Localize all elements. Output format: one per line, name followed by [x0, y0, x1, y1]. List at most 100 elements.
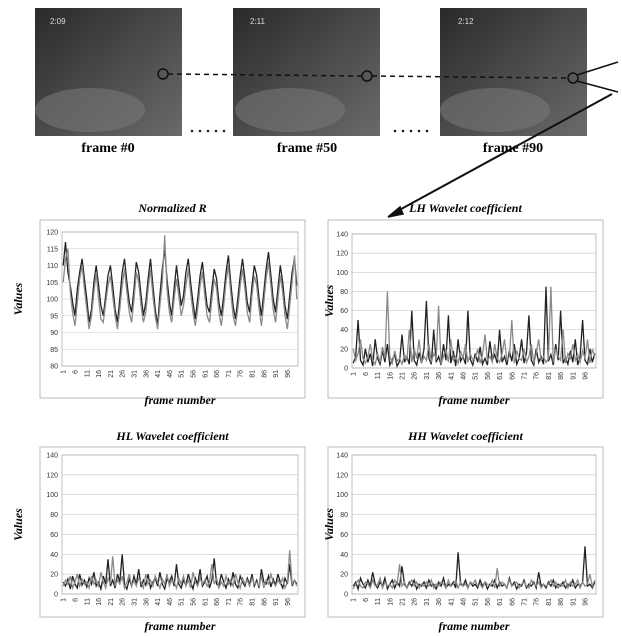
x-tick-label: 56	[190, 370, 197, 378]
chart-frame	[39, 219, 306, 399]
plot-area	[61, 454, 299, 595]
x-tick-label: 81	[249, 598, 256, 606]
y-tick-label: 20	[50, 572, 58, 579]
x-tick-label: 26	[412, 598, 419, 606]
y-tick-label: 80	[50, 512, 58, 519]
frame-label: frame #50	[277, 141, 337, 156]
y-tick-label: 60	[50, 532, 58, 539]
chart-frame	[327, 219, 604, 399]
arrow-head	[387, 205, 405, 218]
y-tick-label: 90	[50, 330, 58, 337]
x-tick-label: 36	[143, 598, 150, 606]
series-line	[352, 564, 596, 591]
series-line	[62, 550, 298, 591]
y-tick-label: 120	[336, 251, 348, 258]
x-tick-label: 91	[570, 598, 577, 606]
y-tick-label: 80	[50, 364, 58, 371]
x-tick-label: 91	[273, 598, 280, 606]
x-tick-label: 96	[583, 372, 590, 380]
link	[576, 80, 619, 93]
chart-frame	[39, 446, 306, 618]
chart-frame	[327, 446, 604, 618]
x-tick-label: 61	[497, 598, 504, 606]
frames: 2:09 2:11 2:12 frame #0 frame #50 frame …	[35, 8, 619, 218]
y-tick-label: 80	[340, 512, 348, 519]
x-tick-label: 76	[238, 370, 245, 378]
x-tick-label: 96	[583, 598, 590, 606]
chart-title: Normalized R	[137, 201, 206, 215]
x-tick-label: 41	[448, 372, 455, 380]
y-tick-label: 100	[46, 297, 58, 304]
y-tick-label: 20	[340, 572, 348, 579]
x-tick-label: 21	[108, 598, 115, 606]
x-tick-label: 46	[167, 370, 174, 378]
x-tick-label: 21	[400, 598, 407, 606]
x-tick-label: 21	[400, 372, 407, 380]
y-tick-label: 85	[50, 347, 58, 354]
x-axis-label: frame number	[438, 393, 509, 407]
x-tick-label: 11	[84, 370, 91, 377]
y-tick-label: 0	[344, 592, 348, 599]
x-tick-label: 11	[375, 372, 382, 379]
x-tick-label: 71	[522, 598, 529, 606]
y-tick-label: 60	[340, 308, 348, 315]
x-tick-label: 6	[363, 598, 370, 602]
y-tick-label: 100	[46, 492, 58, 499]
x-tick-label: 91	[570, 372, 577, 380]
x-tick-label: 56	[485, 372, 492, 380]
series-line	[352, 286, 596, 367]
y-tick-label: 60	[340, 532, 348, 539]
x-tick-label: 31	[424, 372, 431, 380]
x-tick-label: 66	[509, 372, 516, 380]
scene-detail	[440, 88, 550, 132]
scene-detail	[35, 88, 145, 132]
y-tick-label: 105	[46, 280, 58, 287]
x-tick-label: 96	[285, 598, 292, 606]
x-tick-label: 66	[214, 598, 221, 606]
y-tick-label: 0	[54, 592, 58, 599]
x-tick-label: 71	[226, 598, 233, 606]
x-tick-label: 36	[436, 598, 443, 606]
x-tick-label: 41	[155, 370, 162, 378]
y-tick-label: 100	[336, 270, 348, 277]
x-tick-label: 31	[424, 598, 431, 606]
x-tick-label: 31	[131, 370, 138, 378]
x-axis-label: frame number	[144, 619, 215, 633]
x-tick-label: 26	[120, 598, 127, 606]
plot-area	[351, 454, 597, 595]
chart-title: LH Wavelet coefficient	[408, 201, 522, 215]
y-tick-label: 120	[336, 472, 348, 479]
x-tick-label: 11	[375, 598, 382, 605]
y-axis-label: Values	[11, 282, 25, 315]
link	[576, 61, 619, 76]
x-tick-label: 1	[61, 370, 68, 374]
y-tick-label: 140	[336, 232, 348, 239]
plot-area	[61, 231, 299, 367]
x-tick-label: 56	[190, 598, 197, 606]
x-tick-label: 81	[546, 598, 553, 606]
timestamp: 2:12	[458, 17, 474, 26]
x-tick-label: 71	[226, 370, 233, 378]
x-tick-label: 71	[522, 372, 529, 380]
x-tick-label: 26	[120, 370, 127, 378]
y-tick-label: 140	[46, 453, 58, 460]
x-tick-label: 51	[473, 598, 480, 606]
y-tick-label: 110	[47, 263, 58, 270]
y-tick-label: 120	[46, 472, 58, 479]
x-tick-label: 26	[412, 372, 419, 380]
x-tick-label: 96	[285, 370, 292, 378]
dashed-link	[371, 75, 569, 79]
frame-label: frame #90	[483, 141, 543, 156]
x-axis-label: frame number	[144, 393, 215, 407]
x-tick-label: 46	[167, 598, 174, 606]
x-tick-label: 1	[351, 372, 358, 376]
x-tick-label: 16	[387, 372, 394, 380]
y-tick-label: 140	[336, 453, 348, 460]
x-tick-label: 1	[351, 598, 358, 602]
chart-title: HL Wavelet coefficient	[115, 429, 229, 443]
x-tick-label: 16	[96, 598, 103, 606]
x-tick-label: 56	[485, 598, 492, 606]
x-tick-label: 51	[179, 598, 186, 606]
x-tick-label: 21	[108, 370, 115, 378]
